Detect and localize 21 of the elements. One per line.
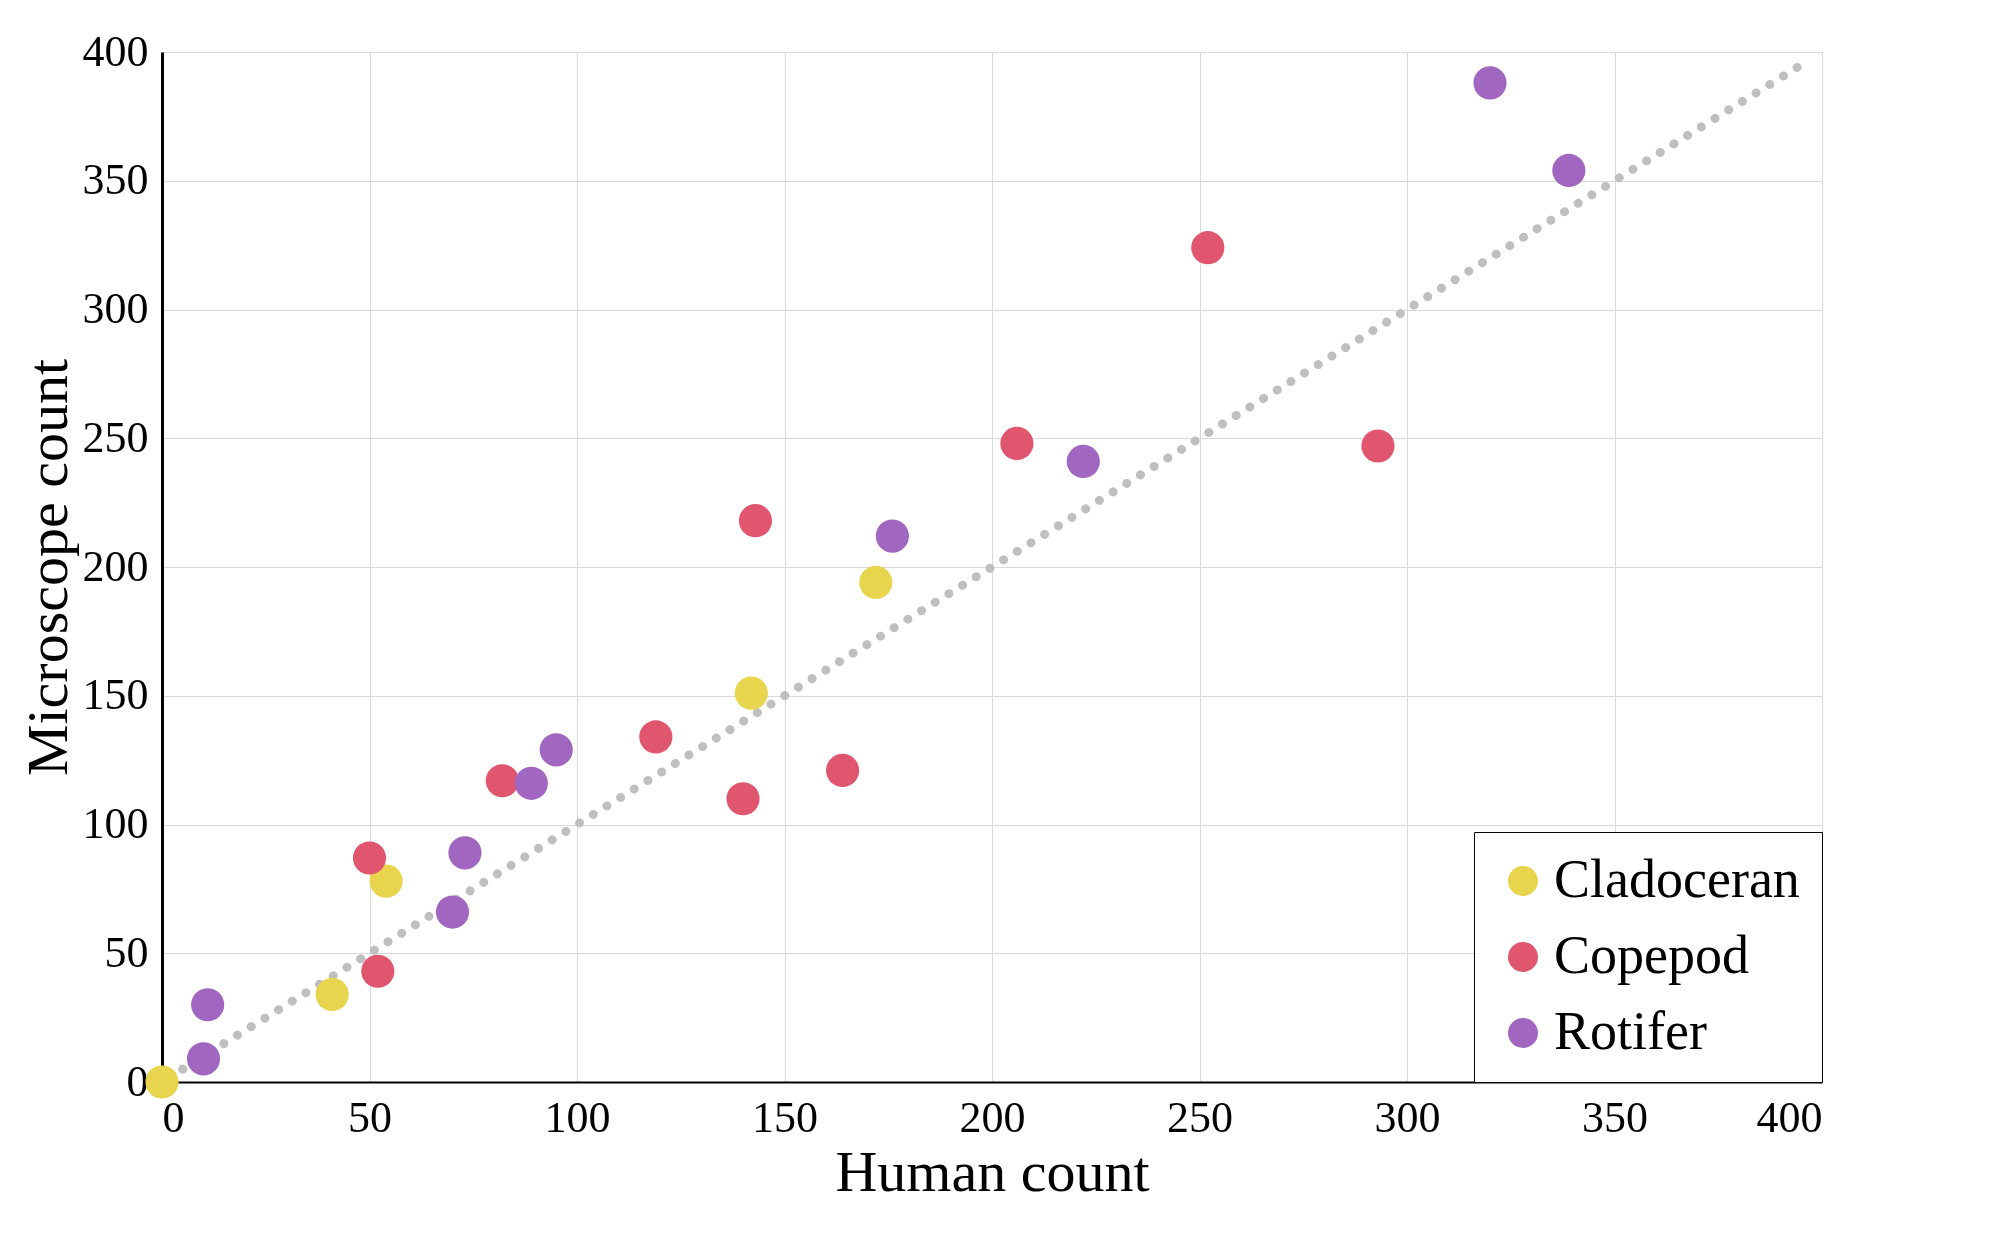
- x-tick-label: 0: [162, 1092, 185, 1142]
- x-tick-label: 150: [752, 1092, 818, 1142]
- x-tick-label: 100: [544, 1092, 611, 1142]
- y-tick-label: 200: [82, 541, 149, 591]
- y-tick-label: 100: [82, 799, 149, 848]
- legend-label: Cladoceran: [1554, 849, 1800, 909]
- y-tick-label: 250: [82, 412, 149, 462]
- x-tick-label: 50: [348, 1092, 392, 1142]
- y-tick-label: 400: [82, 26, 149, 76]
- legend-label: Copepod: [1554, 925, 1749, 985]
- y-tick-label: 300: [82, 284, 149, 333]
- x-tick-label: 300: [1374, 1092, 1441, 1142]
- x-tick-label: 400: [1756, 1092, 1823, 1142]
- y-tick-label: 150: [82, 670, 149, 720]
- y-tick-label: 350: [82, 155, 149, 205]
- y-axis-title: Microscope count: [14, 358, 80, 777]
- y-tick-label: 0: [126, 1056, 149, 1106]
- y-tick-label: 50: [104, 927, 149, 977]
- x-tick-label: 350: [1582, 1092, 1648, 1142]
- legend-label: Rotifer: [1554, 1001, 1707, 1061]
- x-tick-label: 250: [1167, 1092, 1233, 1142]
